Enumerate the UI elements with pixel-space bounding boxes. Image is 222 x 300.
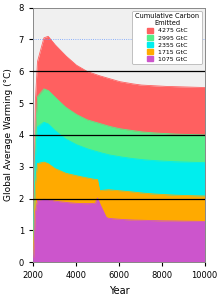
Legend: 4275 GtC, 2995 GtC, 2355 GtC, 1715 GtC, 1075 GtC: 4275 GtC, 2995 GtC, 2355 GtC, 1715 GtC, …	[133, 11, 202, 64]
Y-axis label: Global Average Warming (°C): Global Average Warming (°C)	[4, 68, 13, 201]
X-axis label: Year: Year	[109, 286, 129, 296]
